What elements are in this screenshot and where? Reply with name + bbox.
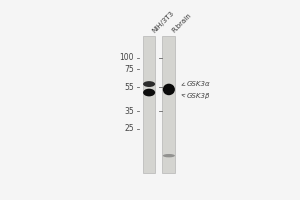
Text: NIH/3T3: NIH/3T3 bbox=[151, 10, 175, 34]
Text: 25: 25 bbox=[124, 124, 134, 133]
Text: 100: 100 bbox=[119, 53, 134, 62]
Text: 75: 75 bbox=[124, 65, 134, 74]
Text: GSK3β: GSK3β bbox=[186, 93, 210, 99]
Text: GSK3α: GSK3α bbox=[186, 81, 210, 87]
FancyBboxPatch shape bbox=[143, 36, 155, 173]
Text: 35: 35 bbox=[124, 107, 134, 116]
Ellipse shape bbox=[163, 154, 175, 157]
Text: 55: 55 bbox=[124, 83, 134, 92]
Text: R.brain: R.brain bbox=[170, 12, 192, 34]
FancyBboxPatch shape bbox=[163, 36, 175, 173]
Ellipse shape bbox=[143, 89, 155, 96]
Ellipse shape bbox=[143, 81, 155, 87]
Ellipse shape bbox=[163, 84, 175, 95]
